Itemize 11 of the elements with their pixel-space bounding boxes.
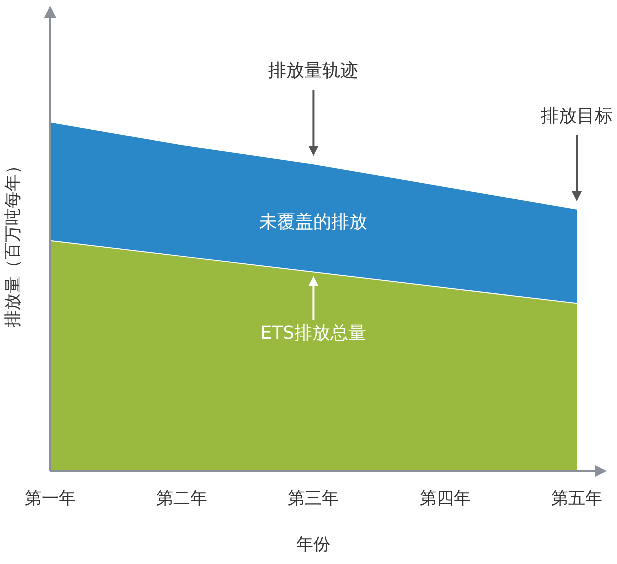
x-tick-label: 第四年 <box>420 488 471 509</box>
text: 排放量轨迹 <box>268 60 359 82</box>
annotation: 排放目标 <box>541 106 613 128</box>
x-axis-title: 年份 <box>296 535 331 556</box>
x-tick-label: 第三年 <box>288 488 340 509</box>
y-axis-title: 排放量（百万吨每年） <box>4 158 24 328</box>
x-tick-label: 第五年 <box>552 488 602 509</box>
x-tick-label: 第一年 <box>24 488 76 509</box>
legend-label: ETS排放总量 <box>260 322 367 344</box>
series-label: 未覆盖的排放 <box>260 212 368 233</box>
x-tick-label: 第二年 <box>156 488 208 509</box>
